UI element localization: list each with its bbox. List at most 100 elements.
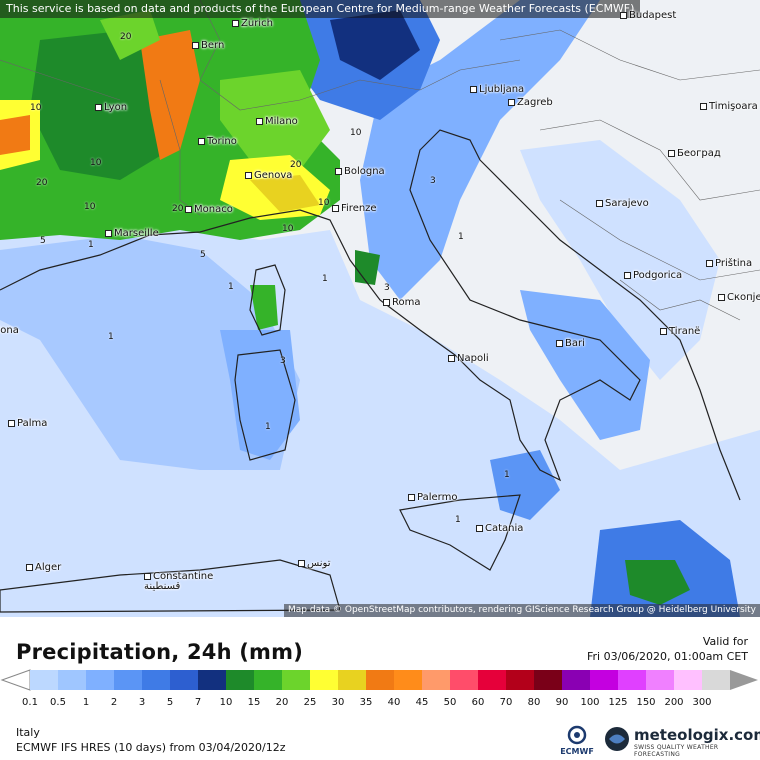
- svg-text:ECMWF: ECMWF: [560, 747, 594, 756]
- city-label: Torino: [198, 136, 237, 147]
- contour-label: 10: [318, 198, 330, 208]
- city-label: Београд: [668, 148, 721, 159]
- legend-tick-label: 50: [443, 697, 457, 708]
- contour-label: 5: [40, 236, 46, 246]
- legend-swatch: [450, 670, 478, 690]
- legend-tick-label: 2: [110, 697, 118, 708]
- city-label: Barcelona: [0, 325, 19, 336]
- map-title: Precipitation, 24h (mm): [16, 640, 304, 664]
- legend-tick-label: 90: [555, 697, 569, 708]
- legend-swatch: [86, 670, 114, 690]
- legend-ticks: 0.1 0.5 1 2 3 5 7 10 15 20 25 30 35 40 45 50 60 70 80 90 100…: [0, 697, 760, 711]
- legend-swatch: [478, 670, 506, 690]
- legend-tick-label: 0.5: [50, 697, 66, 708]
- city-label: Tiranë: [660, 326, 700, 337]
- legend-tick-label: 200: [664, 697, 684, 708]
- meteologix-name: meteologix.com: [634, 726, 760, 744]
- contour-label: 1: [322, 274, 328, 284]
- legend-tick-label: 35: [359, 697, 373, 708]
- legend-swatch: [310, 670, 338, 690]
- model-info: ECMWF IFS HRES (10 days) from 03/04/2020…: [16, 741, 286, 754]
- city-label: Roma: [383, 297, 421, 308]
- legend-swatch: [226, 670, 254, 690]
- city-label: Catania: [476, 523, 523, 534]
- legend-tick-label: 7: [194, 697, 202, 708]
- legend-swatch: [618, 670, 646, 690]
- legend-arrow-high: [730, 670, 758, 690]
- legend-swatch: [422, 670, 450, 690]
- legend-swatch: [394, 670, 422, 690]
- city-label: Palermo: [408, 492, 457, 503]
- legend-swatch: [254, 670, 282, 690]
- city-label: Скопје: [718, 292, 760, 303]
- legend-tick-label: 80: [527, 697, 541, 708]
- contour-label: 1: [504, 470, 510, 480]
- contour-label: 10: [90, 158, 102, 168]
- contour-label: 1: [88, 240, 94, 250]
- ecmwf-notice: This service is based on data and produc…: [0, 0, 641, 18]
- legend-tick-label: 40: [387, 697, 401, 708]
- legend-swatch: [534, 670, 562, 690]
- legend-tick-label: 25: [303, 697, 317, 708]
- legend-tick-label: 5: [166, 697, 174, 708]
- meteologix-logo: meteologix.com SWISS QUALITY WEATHER FOR…: [604, 726, 760, 758]
- contour-label: 20: [36, 178, 48, 188]
- city-label: Bologna: [335, 166, 385, 177]
- legend-tick-label: 20: [275, 697, 289, 708]
- legend-tick-label: 30: [331, 697, 345, 708]
- legend-tick-label: 100: [580, 697, 600, 708]
- contour-label: 10: [84, 202, 96, 212]
- legend-tick-label: 1: [82, 697, 90, 708]
- contour-label: 1: [265, 422, 271, 432]
- contour-label: 3: [384, 283, 390, 293]
- contour-label: 20: [290, 160, 302, 170]
- contour-label: 10: [30, 103, 42, 113]
- color-legend: [0, 669, 758, 691]
- legend-tick-label: 0.1: [22, 697, 38, 708]
- legend-swatch: [506, 670, 534, 690]
- contour-label: 10: [282, 224, 294, 234]
- contour-label: 1: [228, 282, 234, 292]
- legend-tick-label: 60: [471, 697, 485, 708]
- city-label: Monaco: [185, 204, 233, 215]
- city-label: Budapest: [620, 10, 676, 21]
- city-label: Milano: [256, 116, 298, 127]
- legend-tick-label: 15: [247, 697, 261, 708]
- legend-swatch: [282, 670, 310, 690]
- legend-swatch: [562, 670, 590, 690]
- legend-arrow-low: [0, 669, 31, 691]
- city-label: Marseille: [105, 228, 159, 239]
- city-label: Zürich: [232, 18, 273, 29]
- valid-date: Fri 03/06/2020, 01:00am CET: [587, 650, 748, 663]
- precipitation-map: [0, 0, 760, 617]
- city-label: Napoli: [448, 353, 489, 364]
- legend-swatch: [366, 670, 394, 690]
- city-label: Bari: [556, 338, 585, 349]
- city-label: Alger: [26, 562, 61, 573]
- legend-swatch: [114, 670, 142, 690]
- contour-label: 1: [458, 232, 464, 242]
- meteologix-tagline: SWISS QUALITY WEATHER FORECASTING: [634, 744, 719, 758]
- contour-label: 1: [108, 332, 114, 342]
- ecmwf-logo: ECMWF: [560, 725, 594, 756]
- legend-tick-label: 45: [415, 697, 429, 708]
- city-label: Lyon: [95, 102, 127, 113]
- legend-tick-label: 3: [138, 697, 146, 708]
- city-label: Palma: [8, 418, 47, 429]
- legend-tick-label: 70: [499, 697, 513, 708]
- contour-label: 20: [172, 204, 184, 214]
- contour-label: 1: [455, 515, 461, 525]
- city-label: تونس: [298, 558, 330, 569]
- region-label: Italy: [16, 726, 40, 739]
- legend-tick-label: 300: [692, 697, 712, 708]
- legend-swatch: [30, 670, 58, 690]
- legend-swatch: [198, 670, 226, 690]
- legend-swatch: [674, 670, 702, 690]
- legend-swatch: [702, 670, 730, 690]
- legend-tick-label: 125: [608, 697, 628, 708]
- city-label: Bern: [192, 40, 224, 51]
- city-label: Zagreb: [508, 97, 553, 108]
- map-attribution: Map data © OpenStreetMap contributors, r…: [284, 604, 760, 617]
- city-label: Genova: [245, 170, 292, 181]
- contour-label: 3: [280, 356, 286, 366]
